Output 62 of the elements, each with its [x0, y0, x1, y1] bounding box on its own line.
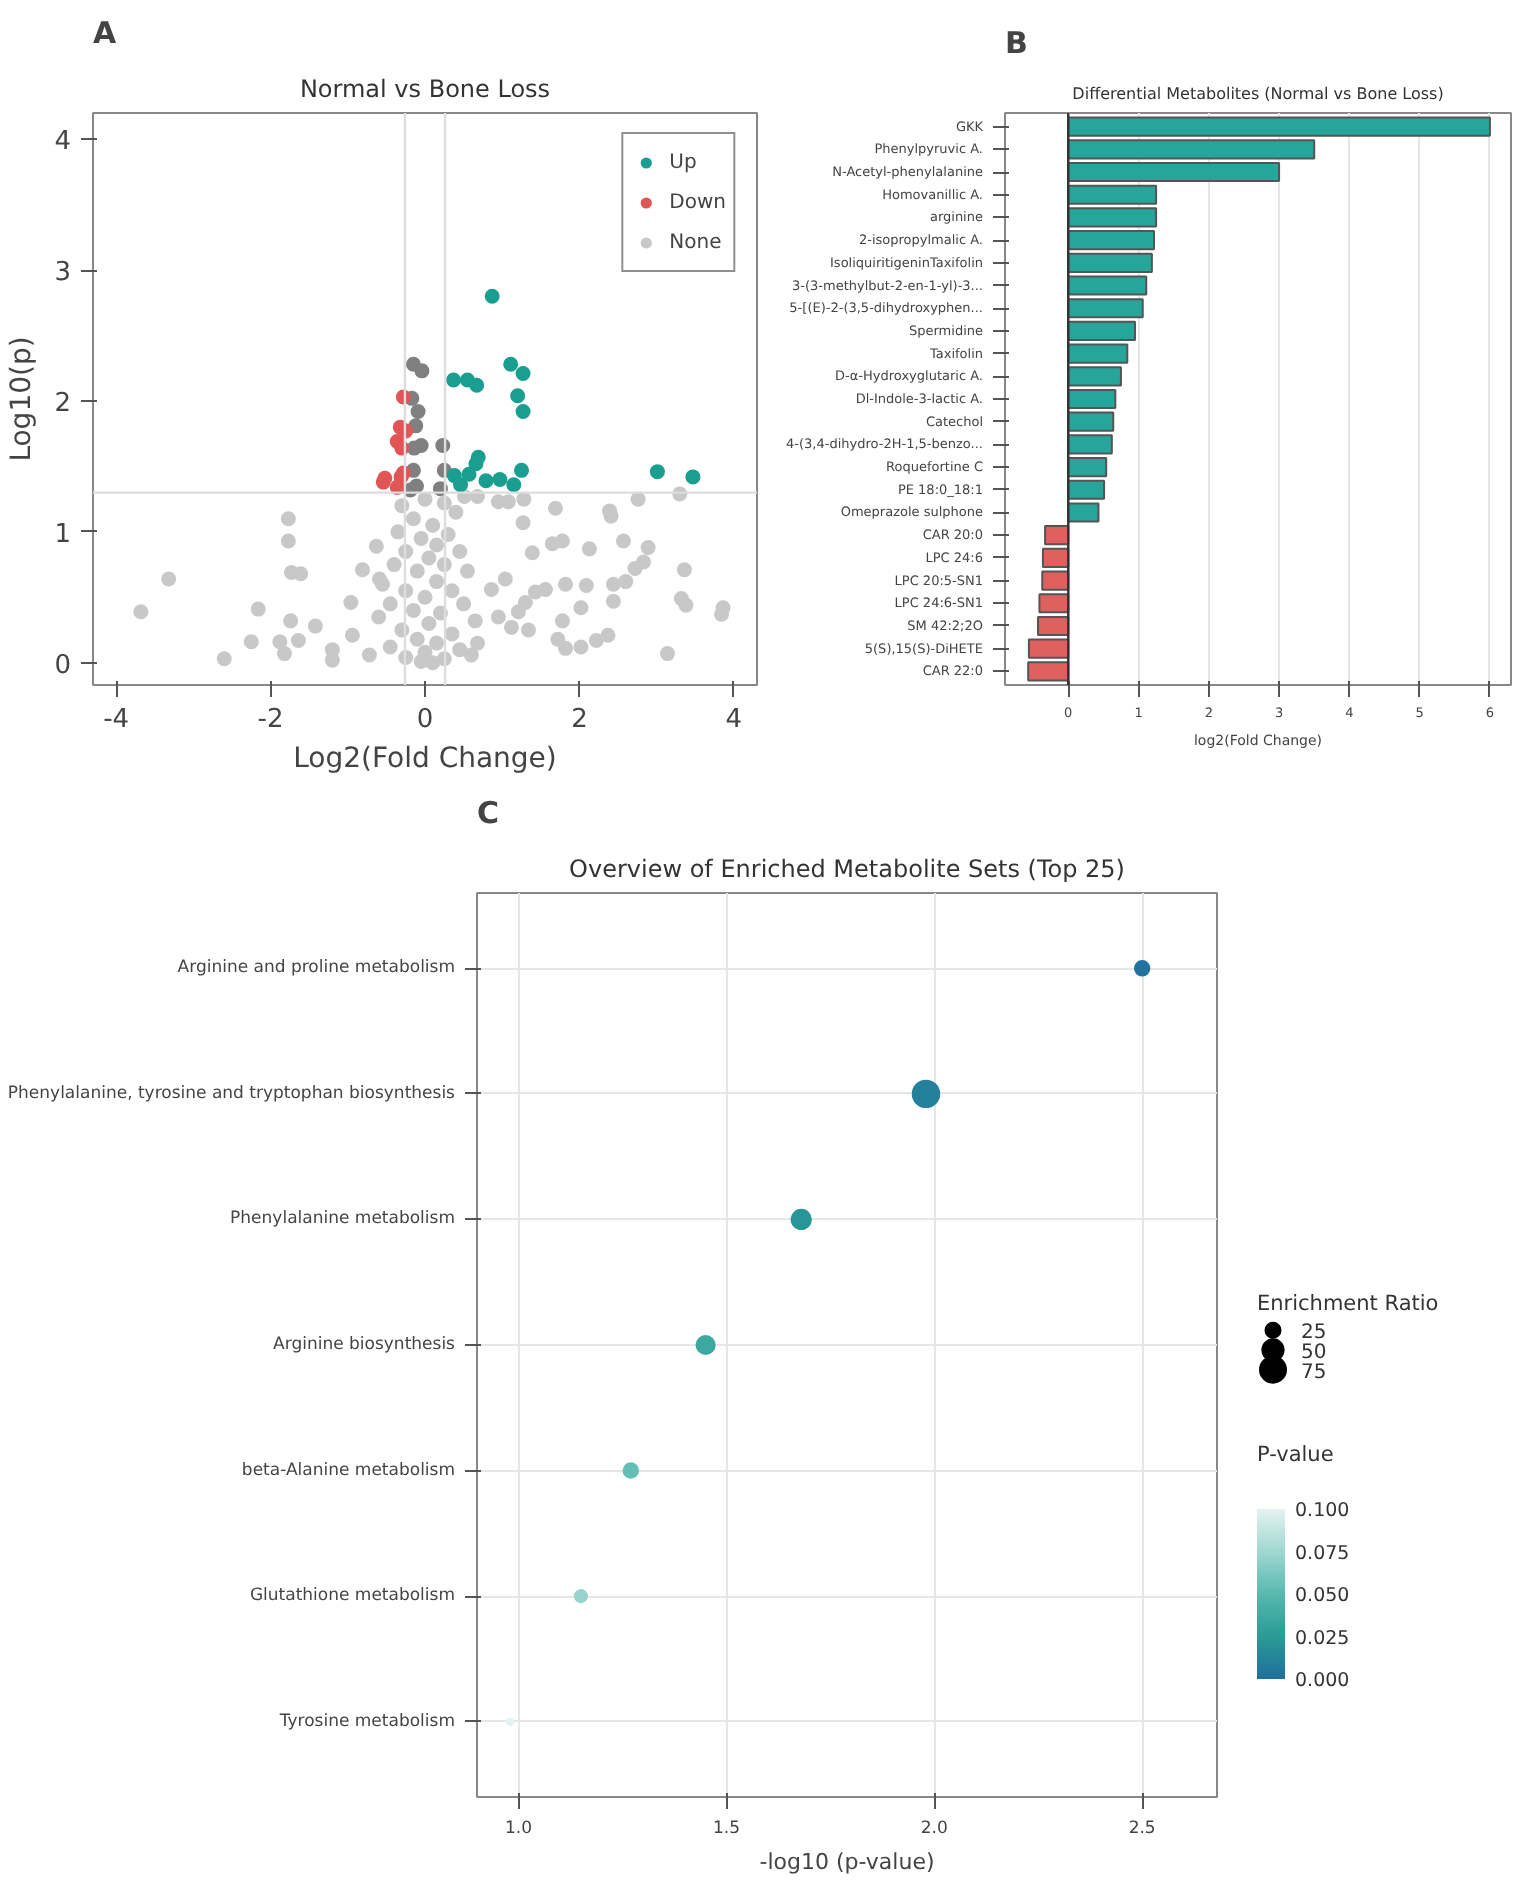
color-bar-label: 0.000: [1295, 1670, 1350, 1692]
point: [515, 365, 531, 381]
y-tick-label: Tyrosine metabolism: [277, 1711, 456, 1732]
legend-label: None: [669, 231, 722, 253]
chart-title: Differential Metabolites (Normal vs Bone Loss): [1072, 85, 1444, 103]
chart-title: Overview of Enriched Metabolite Sets (Top 25): [569, 855, 1125, 883]
x-tick-label: 1.0: [505, 1819, 533, 1839]
y-tick-label: 0: [54, 650, 72, 681]
legend-label: Down: [669, 191, 726, 213]
y-tick-label: 2: [54, 388, 72, 419]
point: [510, 388, 526, 404]
x-tick-label: 4: [725, 705, 743, 735]
legend-title: Enrichment Ratio: [1257, 1291, 1439, 1316]
point: [506, 477, 522, 493]
chart-title: Normal vs Bone Loss: [299, 75, 551, 103]
x-tick-label: -2: [257, 705, 284, 735]
y-tick-label: Arginine biosynthesis: [273, 1335, 457, 1355]
color-bar-label: 0.025: [1295, 1627, 1350, 1650]
point: [492, 472, 508, 487]
x-axis-title: -log10 (p-value): [759, 1849, 935, 1875]
point: [484, 288, 500, 304]
point: [515, 403, 531, 419]
x-axis-title: Log2(Fold Change): [293, 743, 557, 775]
point: [478, 473, 494, 489]
y-tick-label: Arginine and proline metabolism: [177, 958, 455, 979]
point: [649, 464, 665, 480]
x-tick-label: -4: [103, 705, 130, 735]
y-tick-label: 4: [54, 127, 72, 158]
y-tick-label: Glutathione metabolism: [249, 1586, 456, 1607]
x-tick-label: 2.5: [1128, 1819, 1156, 1839]
point: [446, 372, 462, 388]
color-bar-label: 0.100: [1295, 1500, 1350, 1522]
y-tick-label: 3: [54, 258, 72, 289]
color-bar-label: 0.075: [1295, 1542, 1350, 1565]
y-tick-label: Phenylalanine, tyrosine and tryptophan biosynthesis: [7, 1083, 457, 1104]
text: B: [1005, 25, 1028, 61]
text: A: [93, 15, 117, 51]
point: [685, 469, 701, 485]
legend-label: Up: [669, 151, 699, 173]
legend-label: 25: [1301, 1322, 1327, 1345]
point: [468, 456, 484, 472]
point: [406, 440, 422, 456]
point: [414, 363, 430, 379]
x-tick-label: 2: [571, 705, 588, 735]
x-tick-label: 1.5: [712, 1819, 740, 1839]
point: [503, 356, 519, 372]
x-tick-label: 2.0: [920, 1819, 948, 1839]
legend-label: 50: [1301, 1341, 1327, 1364]
y-axis-title: Log10(p): [6, 336, 39, 462]
color-bar-label: 0.050: [1295, 1585, 1350, 1607]
y-tick-label: beta-Alanine metabolism: [241, 1460, 455, 1481]
text: C: [477, 795, 500, 831]
x-tick-label: 0: [416, 705, 434, 735]
point: [469, 377, 485, 393]
point: [461, 466, 477, 482]
y-tick-label: Phenylalanine metabolism: [230, 1209, 456, 1230]
point: [410, 403, 426, 419]
color-bar-title: P-value: [1257, 1443, 1334, 1468]
y-tick-label: 1: [54, 519, 72, 550]
legend-label: 75: [1301, 1361, 1327, 1384]
point: [453, 477, 469, 493]
point: [514, 462, 530, 478]
